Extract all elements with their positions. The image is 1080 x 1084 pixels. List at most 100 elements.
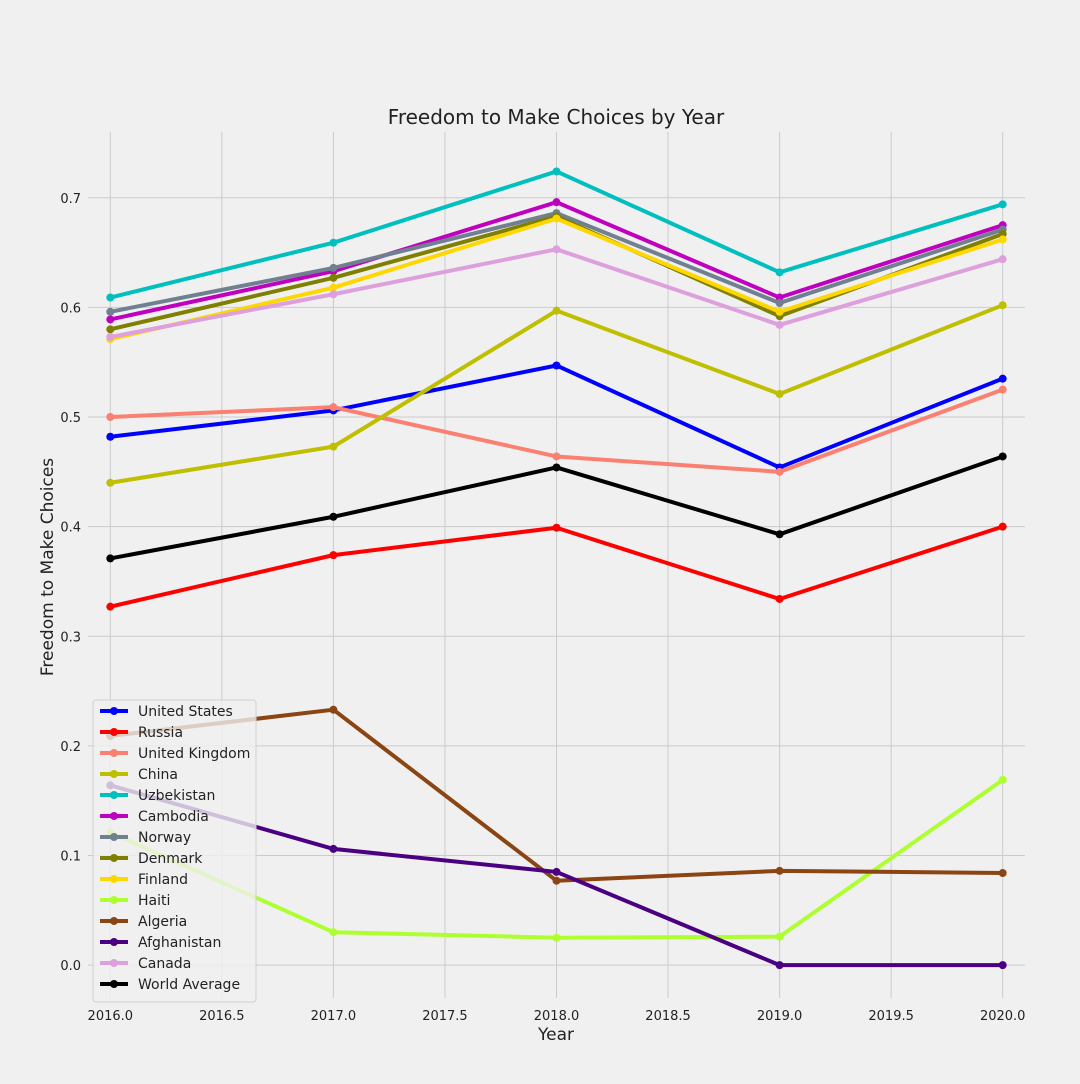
data-point bbox=[775, 268, 784, 277]
legend-item: Uzbekistan bbox=[100, 788, 215, 804]
data-point bbox=[106, 293, 115, 302]
series-world-average bbox=[106, 452, 1007, 563]
legend-item: United Kingdom bbox=[100, 746, 250, 762]
legend-label: Finland bbox=[138, 872, 188, 888]
data-point bbox=[998, 235, 1007, 244]
data-point bbox=[552, 214, 561, 223]
legend-swatch-marker bbox=[110, 854, 118, 862]
legend-swatch-marker bbox=[110, 959, 118, 967]
data-point bbox=[998, 229, 1007, 238]
data-point bbox=[998, 200, 1007, 209]
data-point bbox=[106, 413, 115, 422]
y-tick-label: 0.4 bbox=[60, 521, 81, 536]
data-point bbox=[106, 432, 115, 441]
legend-label: Canada bbox=[138, 956, 191, 972]
data-point bbox=[775, 389, 784, 398]
legend-swatch-marker bbox=[110, 833, 118, 841]
data-point bbox=[106, 315, 115, 324]
legend-item: Finland bbox=[100, 872, 188, 888]
legend-label: Denmark bbox=[138, 851, 203, 867]
data-point bbox=[775, 467, 784, 476]
axes: 2016.0 2016.5 2017.0 2017.5 2018.0 2018.5 2019… bbox=[60, 192, 1025, 1024]
legend-swatch-marker bbox=[110, 896, 118, 904]
x-tick-label: 2018.0 bbox=[534, 1009, 580, 1024]
series-russia bbox=[106, 522, 1007, 611]
series-china bbox=[106, 301, 1007, 487]
y-tick-label: 0.5 bbox=[60, 411, 81, 426]
series-united-kingdom bbox=[106, 385, 1007, 476]
y-tick-label: 0.6 bbox=[60, 301, 81, 316]
legend-swatch-marker bbox=[110, 791, 118, 799]
data-point bbox=[329, 551, 338, 560]
data-point bbox=[552, 361, 561, 370]
data-point bbox=[998, 452, 1007, 461]
data-point bbox=[329, 442, 338, 451]
x-tick-label: 2016.0 bbox=[88, 1009, 134, 1024]
legend-label: Afghanistan bbox=[138, 935, 221, 951]
data-point bbox=[998, 961, 1007, 970]
data-point bbox=[552, 876, 561, 885]
y-tick-label: 0.2 bbox=[60, 740, 81, 755]
x-tick-label: 2019.0 bbox=[757, 1009, 803, 1024]
legend-item: Cambodia bbox=[100, 809, 209, 825]
data-point bbox=[106, 602, 115, 611]
data-point bbox=[775, 932, 784, 941]
series-canada bbox=[106, 245, 1007, 341]
legend-item: Norway bbox=[100, 830, 191, 846]
data-point bbox=[552, 933, 561, 942]
data-point bbox=[775, 299, 784, 308]
legend-label: United States bbox=[138, 704, 233, 720]
data-point bbox=[552, 523, 561, 532]
legend-label: Uzbekistan bbox=[138, 788, 215, 804]
x-tick-label: 2016.5 bbox=[199, 1009, 245, 1024]
data-point bbox=[329, 512, 338, 521]
legend-label: United Kingdom bbox=[138, 746, 250, 762]
series-uzbekistan bbox=[106, 167, 1007, 302]
data-point bbox=[775, 307, 784, 316]
data-point bbox=[998, 385, 1007, 394]
y-tick-label: 0.3 bbox=[60, 630, 81, 645]
data-point bbox=[775, 594, 784, 603]
legend-swatch-marker bbox=[110, 707, 118, 715]
data-point bbox=[552, 867, 561, 876]
legend-item: Afghanistan bbox=[100, 935, 221, 951]
series-finland bbox=[106, 214, 1007, 344]
data-point bbox=[552, 306, 561, 315]
legend-label: Norway bbox=[138, 830, 191, 846]
legend-swatch-marker bbox=[110, 728, 118, 736]
legend-label: World Average bbox=[138, 977, 240, 993]
x-tick-label: 2017.0 bbox=[311, 1009, 357, 1024]
data-point bbox=[106, 332, 115, 341]
data-point bbox=[552, 245, 561, 254]
legend-item: Canada bbox=[100, 956, 191, 972]
legend-item: Denmark bbox=[100, 851, 203, 867]
legend-item: United States bbox=[100, 704, 233, 720]
data-point bbox=[998, 301, 1007, 310]
x-tick-label: 2017.5 bbox=[422, 1009, 468, 1024]
data-point bbox=[775, 320, 784, 329]
data-point bbox=[106, 307, 115, 316]
data-point bbox=[329, 403, 338, 412]
legend-swatch-marker bbox=[110, 938, 118, 946]
legend-item: World Average bbox=[100, 977, 240, 993]
legend-swatch-marker bbox=[110, 770, 118, 778]
chart-title: Freedom to Make Choices by Year bbox=[388, 105, 725, 129]
data-point bbox=[775, 866, 784, 875]
data-point bbox=[106, 325, 115, 334]
legend-box bbox=[92, 699, 257, 1003]
legend: United States Russia United Kingdom China Uz… bbox=[92, 699, 257, 1003]
legend-item: Algeria bbox=[100, 914, 187, 930]
data-point bbox=[329, 283, 338, 292]
data-point bbox=[998, 374, 1007, 383]
data-point bbox=[998, 869, 1007, 878]
legend-swatch-marker bbox=[110, 917, 118, 925]
data-point bbox=[552, 452, 561, 461]
data-point bbox=[329, 705, 338, 714]
data-point bbox=[329, 290, 338, 299]
legend-item: Russia bbox=[100, 725, 183, 741]
y-tick-label: 0.7 bbox=[60, 192, 81, 207]
data-point bbox=[329, 844, 338, 853]
y-axis-label: Freedom to Make Choices bbox=[38, 458, 58, 676]
legend-swatch-marker bbox=[110, 875, 118, 883]
